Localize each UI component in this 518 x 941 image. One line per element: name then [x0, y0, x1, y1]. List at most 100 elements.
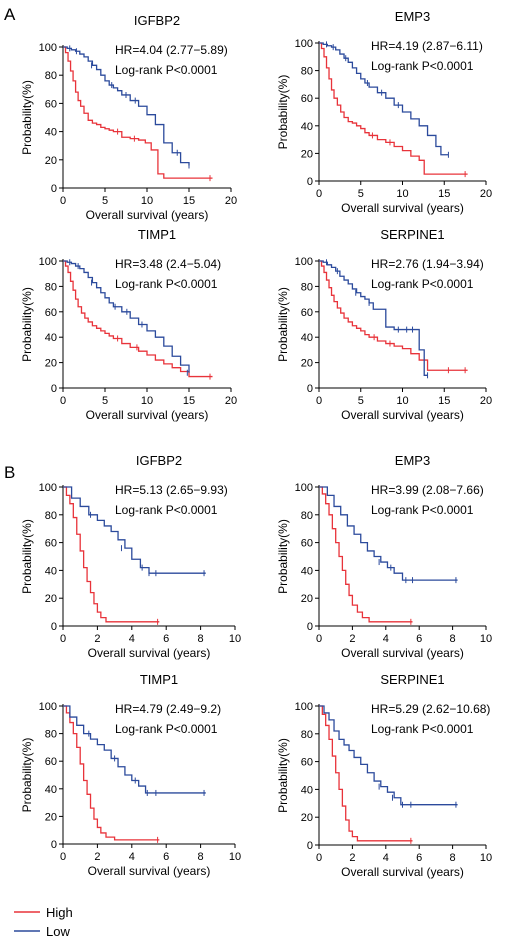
annotation-hazard-ratio: HR=5.13 (2.65−9.93)	[115, 483, 228, 497]
km-plot-2: EMP3 0 20 40 60 80 100 0 5 10 15 20 Overall survival…	[276, 9, 492, 215]
x-tick-label: 2	[94, 633, 100, 645]
x-tick-label: 6	[163, 633, 169, 645]
x-axis-label: Overall survival (years)	[86, 208, 209, 222]
x-tick-label: 6	[416, 633, 422, 645]
series-low-curve	[319, 42, 449, 156]
y-tick-label: 100	[39, 482, 57, 494]
chart-title: IGFBP2	[134, 13, 180, 28]
y-tick-label: 0	[51, 383, 57, 395]
x-tick-label: 15	[438, 188, 450, 200]
x-tick-label: 5	[102, 395, 108, 407]
x-tick-label: 10	[480, 852, 492, 864]
x-tick-label: 4	[129, 851, 135, 863]
x-axis-label: Overall survival (years)	[341, 865, 464, 879]
x-tick-label: 8	[450, 852, 456, 864]
y-axis-label: Probability(%)	[276, 287, 290, 362]
x-tick-label: 5	[102, 195, 108, 207]
y-axis-label: Probability(%)	[20, 738, 34, 813]
annotation-log-rank: Log-rank P<0.0001	[371, 722, 474, 736]
series-high-curve	[319, 486, 413, 623]
y-tick-label: 100	[295, 256, 313, 268]
chart-title: EMP3	[395, 453, 430, 468]
y-tick-label: 60	[301, 307, 313, 319]
y-tick-label: 60	[301, 538, 313, 550]
x-axis-label: Overall survival (years)	[341, 408, 464, 422]
y-tick-label: 40	[301, 332, 313, 344]
y-tick-label: 80	[301, 281, 313, 293]
series-high-curve	[63, 486, 160, 623]
y-tick-label: 100	[295, 701, 313, 713]
annotation-log-rank: Log-rank P<0.0001	[115, 722, 218, 736]
legend-label-high: High	[46, 905, 73, 920]
y-axis-label: Probability(%)	[20, 519, 34, 594]
km-plot-7: TIMP1 0 20 40 60 80 100 0 2 4 6 8 10 Overall survival…	[20, 672, 241, 878]
chart-title: IGFBP2	[136, 453, 182, 468]
km-plot-3: TIMP1 0 20 40 60 80 100 0 5 10 15 20 Overall surviva…	[20, 227, 237, 422]
y-tick-label: 0	[307, 383, 313, 395]
annotation-log-rank: Log-rank P<0.0001	[371, 503, 474, 517]
legend-label-low: Low	[46, 924, 70, 939]
x-tick-label: 20	[480, 188, 492, 200]
annotation-hazard-ratio: HR=4.19 (2.87−6.11)	[371, 39, 483, 53]
series-low-curve	[63, 260, 190, 373]
series-low-curve	[319, 486, 458, 581]
y-tick-label: 60	[45, 538, 57, 550]
series-high-curve	[63, 705, 160, 841]
y-tick-label: 80	[45, 729, 57, 741]
y-tick-label: 0	[307, 840, 313, 852]
x-tick-label: 2	[349, 852, 355, 864]
annotation-hazard-ratio: HR=2.76 (1.94−3.94)	[371, 257, 484, 271]
y-tick-label: 80	[301, 66, 313, 78]
series-high-curve	[319, 42, 468, 175]
series-low-curve	[319, 705, 458, 806]
km-plot-8: SERPINE1 0 20 40 60 80 100 0 2 4 6 8 10 Overall survi…	[276, 672, 492, 879]
annotation-log-rank: Log-rank P<0.0001	[371, 59, 474, 73]
y-axis-label: Probability(%)	[276, 738, 290, 813]
y-axis-label: Probability(%)	[20, 80, 34, 155]
x-tick-label: 15	[438, 395, 450, 407]
x-tick-label: 10	[141, 395, 153, 407]
chart-title: SERPINE1	[380, 227, 444, 242]
y-tick-label: 40	[45, 784, 57, 796]
y-tick-label: 60	[45, 756, 57, 768]
y-tick-label: 0	[307, 621, 313, 633]
y-tick-label: 100	[295, 482, 313, 494]
annotation-log-rank: Log-rank P<0.0001	[115, 277, 218, 291]
chart-title: EMP3	[395, 9, 430, 24]
y-tick-label: 100	[39, 701, 57, 713]
km-plot-1: IGFBP2 0 20 40 60 80 100 0 5 10 15 20 Overall surviv…	[20, 13, 237, 222]
x-axis-label: Overall survival (years)	[341, 646, 464, 660]
y-tick-label: 20	[45, 358, 57, 370]
x-tick-label: 0	[316, 395, 322, 407]
annotation-log-rank: Log-rank P<0.0001	[371, 277, 474, 291]
x-tick-label: 0	[316, 188, 322, 200]
chart-title: TIMP1	[140, 672, 178, 687]
x-axis-label: Overall survival (years)	[86, 408, 209, 422]
y-tick-label: 20	[301, 812, 313, 824]
annotation-hazard-ratio: HR=3.48 (2.4−5.04)	[115, 257, 221, 271]
x-tick-label: 10	[141, 195, 153, 207]
series-high-curve	[319, 260, 468, 371]
x-tick-label: 4	[129, 633, 135, 645]
series-high-curve	[63, 46, 213, 179]
x-tick-label: 10	[229, 851, 241, 863]
x-tick-label: 4	[383, 633, 389, 645]
y-tick-label: 80	[301, 510, 313, 522]
y-tick-label: 40	[301, 121, 313, 133]
y-tick-label: 0	[51, 839, 57, 851]
y-axis-label: Probability(%)	[276, 75, 290, 150]
series-low-curve	[319, 260, 428, 376]
annotation-log-rank: Log-rank P<0.0001	[115, 63, 218, 77]
y-tick-label: 60	[45, 307, 57, 319]
x-tick-label: 5	[358, 188, 364, 200]
x-tick-label: 10	[396, 395, 408, 407]
y-tick-label: 0	[51, 621, 57, 633]
y-tick-label: 40	[45, 332, 57, 344]
panel-label-a: A	[4, 5, 16, 24]
x-tick-label: 8	[450, 633, 456, 645]
x-tick-label: 0	[60, 851, 66, 863]
y-tick-label: 20	[301, 358, 313, 370]
x-tick-label: 20	[225, 395, 237, 407]
y-axis-label: Probability(%)	[20, 287, 34, 362]
